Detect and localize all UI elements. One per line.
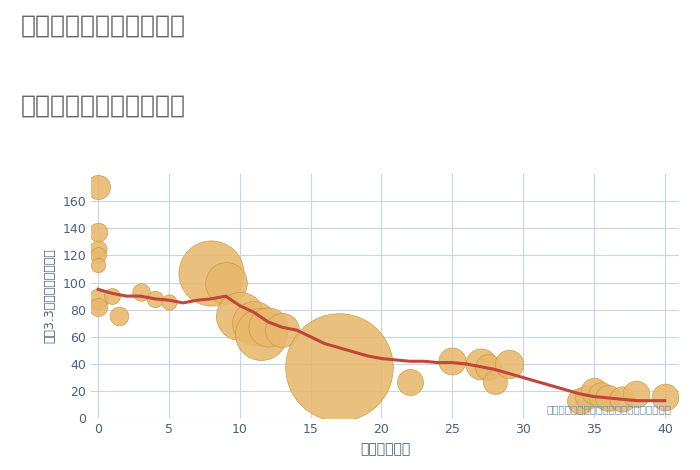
Point <box>113 313 125 320</box>
Point <box>92 228 104 236</box>
Point <box>589 387 600 395</box>
Point <box>234 313 246 320</box>
Point <box>92 184 104 191</box>
Point <box>617 396 628 403</box>
Point <box>404 378 415 385</box>
Text: 円の大きさは、取引のあった物件面積を示す: 円の大きさは、取引のあった物件面積を示す <box>547 404 672 414</box>
Point <box>581 393 592 400</box>
Point <box>262 323 274 331</box>
Point <box>92 261 104 269</box>
Point <box>659 393 671 400</box>
Point <box>92 245 104 252</box>
Point <box>475 360 486 368</box>
Point <box>149 295 160 303</box>
Point <box>256 330 267 338</box>
Point <box>333 363 344 370</box>
Point <box>135 288 146 296</box>
Point <box>106 292 118 300</box>
Point <box>596 392 607 399</box>
Point <box>603 394 614 402</box>
Point <box>631 390 642 398</box>
Point <box>220 279 231 286</box>
Point <box>163 298 174 306</box>
Point <box>489 378 500 385</box>
Point <box>92 251 104 259</box>
Point <box>92 303 104 311</box>
Point <box>206 269 217 277</box>
Text: 奈良県生駒市西松ヶ丘の: 奈良県生駒市西松ヶ丘の <box>21 14 186 38</box>
Text: 築年数別中古戸建て価格: 築年数別中古戸建て価格 <box>21 94 186 118</box>
Point <box>276 326 288 334</box>
Point <box>92 295 104 303</box>
Y-axis label: 坪（3.3㎡）単価（万円）: 坪（3.3㎡）単価（万円） <box>43 249 57 344</box>
Point <box>248 320 260 327</box>
Point <box>574 397 585 404</box>
Point <box>482 363 493 370</box>
Point <box>503 360 514 368</box>
X-axis label: 築年数（年）: 築年数（年） <box>360 442 410 456</box>
Point <box>447 358 458 365</box>
